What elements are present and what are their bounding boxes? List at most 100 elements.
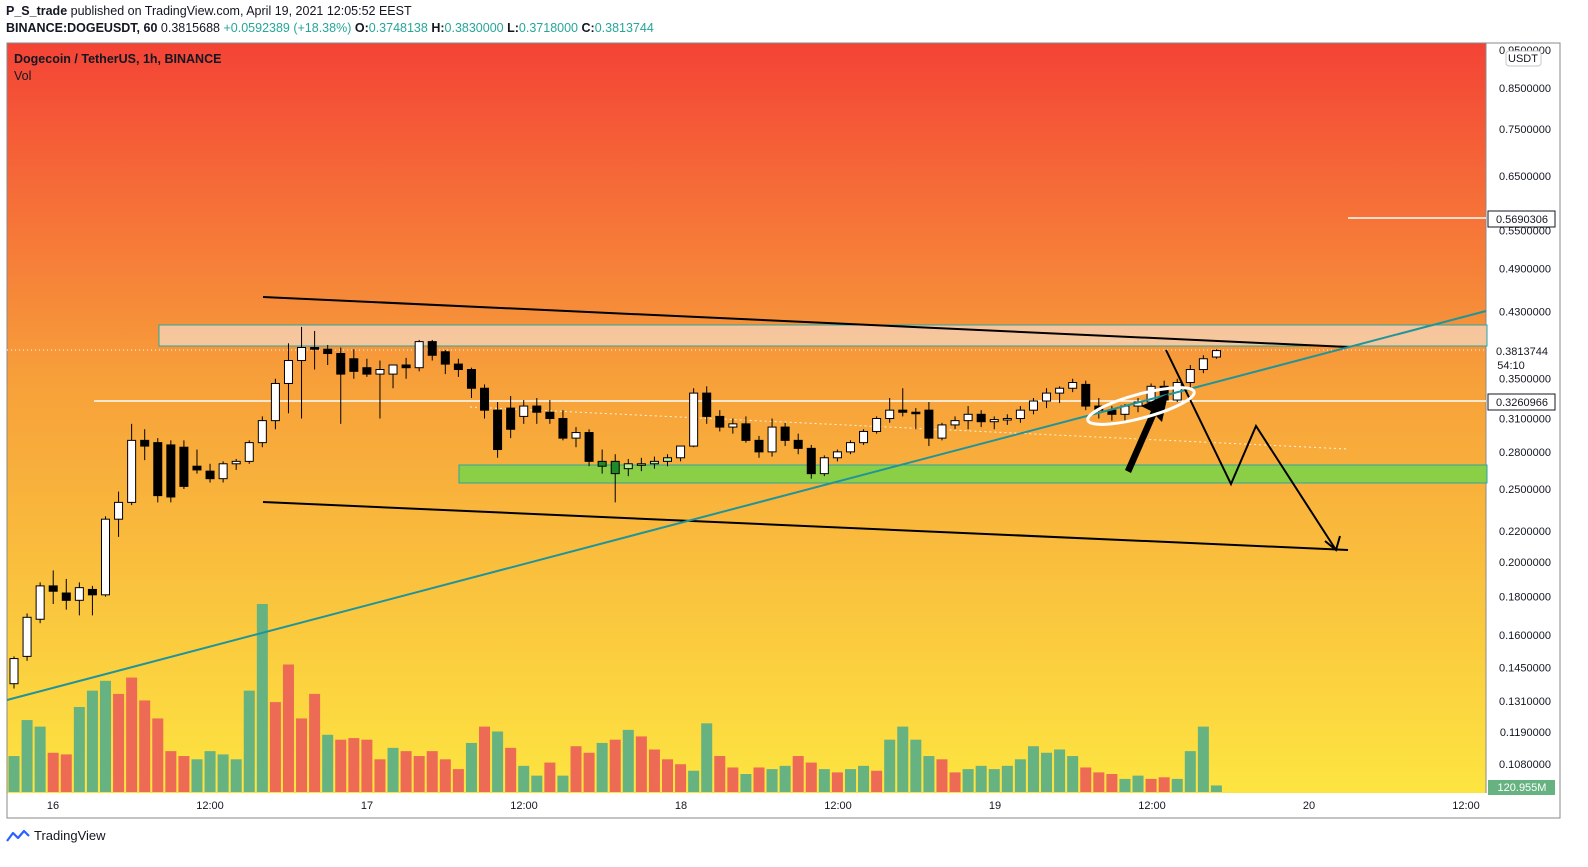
volume-bar (570, 746, 582, 792)
candle-body (480, 387, 490, 411)
price-tick-label: 0.6500000 (1499, 171, 1551, 183)
time-axis[interactable] (7, 793, 1560, 818)
volume-bar (1145, 778, 1157, 792)
candle-body (179, 446, 189, 487)
candle-body (140, 439, 150, 447)
tradingview-logo-icon (6, 829, 30, 842)
support-zone[interactable] (458, 464, 1488, 484)
candle-body (532, 405, 542, 413)
time-tick-label: 17 (361, 800, 373, 812)
volume-bar (165, 751, 177, 792)
candle-body (610, 460, 620, 475)
price-tick-label: 0.2200000 (1499, 526, 1551, 538)
price-axis[interactable] (1486, 43, 1560, 793)
volume-bar (309, 693, 321, 792)
volume-bar (884, 739, 896, 792)
candle-body (545, 411, 555, 420)
price-tick-label: 0.7500000 (1499, 124, 1551, 136)
volume-bar (1001, 765, 1013, 792)
price-chart[interactable]: Dogecoin / TetherUS, 1h, BINANCE Vol 0.8… (0, 0, 1588, 826)
candle-body (872, 418, 882, 432)
candle-body (1068, 382, 1078, 389)
volume-bar (1093, 772, 1105, 792)
price-change: +0.0592389 (+18.38%) (223, 21, 352, 35)
volume-bar (34, 726, 46, 792)
candle-body (623, 463, 633, 470)
candle-body (310, 347, 320, 350)
support-price-label: 0.3260966 (1487, 393, 1556, 411)
high-label: H: (431, 21, 445, 35)
price-tick-label: 0.3100000 (1499, 414, 1551, 426)
resistance-price-text: 0.5690306 (1496, 214, 1548, 226)
volume-bar (1210, 785, 1222, 792)
projection-path[interactable] (1165, 349, 1337, 551)
price-ticks: 0.8500000 0.7500000 0.6500000 0.5500000 0.49… (1499, 45, 1551, 771)
volume-bar (818, 769, 830, 792)
footer-brand-text: TradingView (34, 828, 106, 843)
candle-body (375, 369, 385, 375)
candle-body (231, 460, 241, 465)
volume-bar (217, 754, 229, 792)
channel-bottom-line[interactable] (262, 501, 1349, 551)
footer-brand[interactable]: TradingView (6, 828, 106, 843)
candle-body (114, 501, 124, 520)
candle-body (911, 411, 921, 415)
volume-bar (99, 680, 111, 792)
low-value: 0.3718000 (518, 21, 579, 35)
candle-body (571, 432, 581, 439)
resistance-zone[interactable] (158, 324, 1488, 347)
candle-body (806, 447, 816, 475)
candle-body (1185, 369, 1195, 384)
author-name[interactable]: P_S_trade (6, 4, 68, 18)
candle-body (48, 585, 58, 592)
volume-bar (1106, 774, 1118, 792)
time-tick-label: 20 (1303, 800, 1315, 812)
volume-bar (139, 700, 151, 792)
volume-bar (1119, 778, 1131, 792)
volume-bar (348, 738, 360, 792)
volume-bar (831, 772, 843, 792)
rising-trendline[interactable] (6, 310, 1487, 701)
candle-body (1081, 383, 1091, 407)
retest-ellipse[interactable] (1085, 380, 1197, 432)
candle-body (192, 465, 202, 471)
price-tick-label: 0.1450000 (1499, 662, 1551, 674)
channel-top-line[interactable] (262, 296, 1349, 348)
candle-body (336, 353, 346, 375)
volume-bar (1054, 749, 1066, 792)
time-tick-label: 12:00 (510, 800, 538, 812)
close-value: 0.3813744 (594, 21, 654, 35)
volume-bar (792, 756, 804, 792)
candle-body (649, 460, 659, 465)
volume-bar (113, 693, 125, 792)
volume-value-label: 120.955M (1488, 780, 1555, 795)
volume-bar (583, 752, 595, 792)
volume-bar (452, 769, 464, 792)
volume-bar (949, 772, 961, 792)
volume-bar (936, 759, 948, 792)
time-tick-label: 12:00 (196, 800, 224, 812)
currency-badge[interactable]: USDT (1505, 50, 1542, 67)
candle-body (87, 588, 97, 596)
candle-body (937, 424, 947, 439)
candle-body (1211, 350, 1221, 358)
candle-body (584, 432, 594, 462)
candle-body (950, 420, 960, 426)
volume-bar (335, 739, 347, 792)
candle-body (166, 444, 176, 498)
volume-bar (426, 751, 438, 792)
candle-body (832, 451, 842, 459)
publish-info: published on TradingView.com, April 19, … (70, 4, 412, 18)
price-tick-label: 0.1800000 (1499, 592, 1551, 604)
candle-body (9, 658, 19, 685)
volume-bar (1197, 726, 1209, 792)
volume-bar (282, 664, 294, 792)
candle-body (728, 423, 738, 428)
candle-body (1042, 392, 1052, 402)
volume-bar (662, 759, 673, 792)
last-price-header: 0.3815688 (160, 21, 220, 35)
plot-area[interactable] (7, 43, 1486, 793)
volume-bar (727, 767, 739, 792)
volume-bar (609, 739, 621, 792)
candle-body (754, 439, 764, 453)
